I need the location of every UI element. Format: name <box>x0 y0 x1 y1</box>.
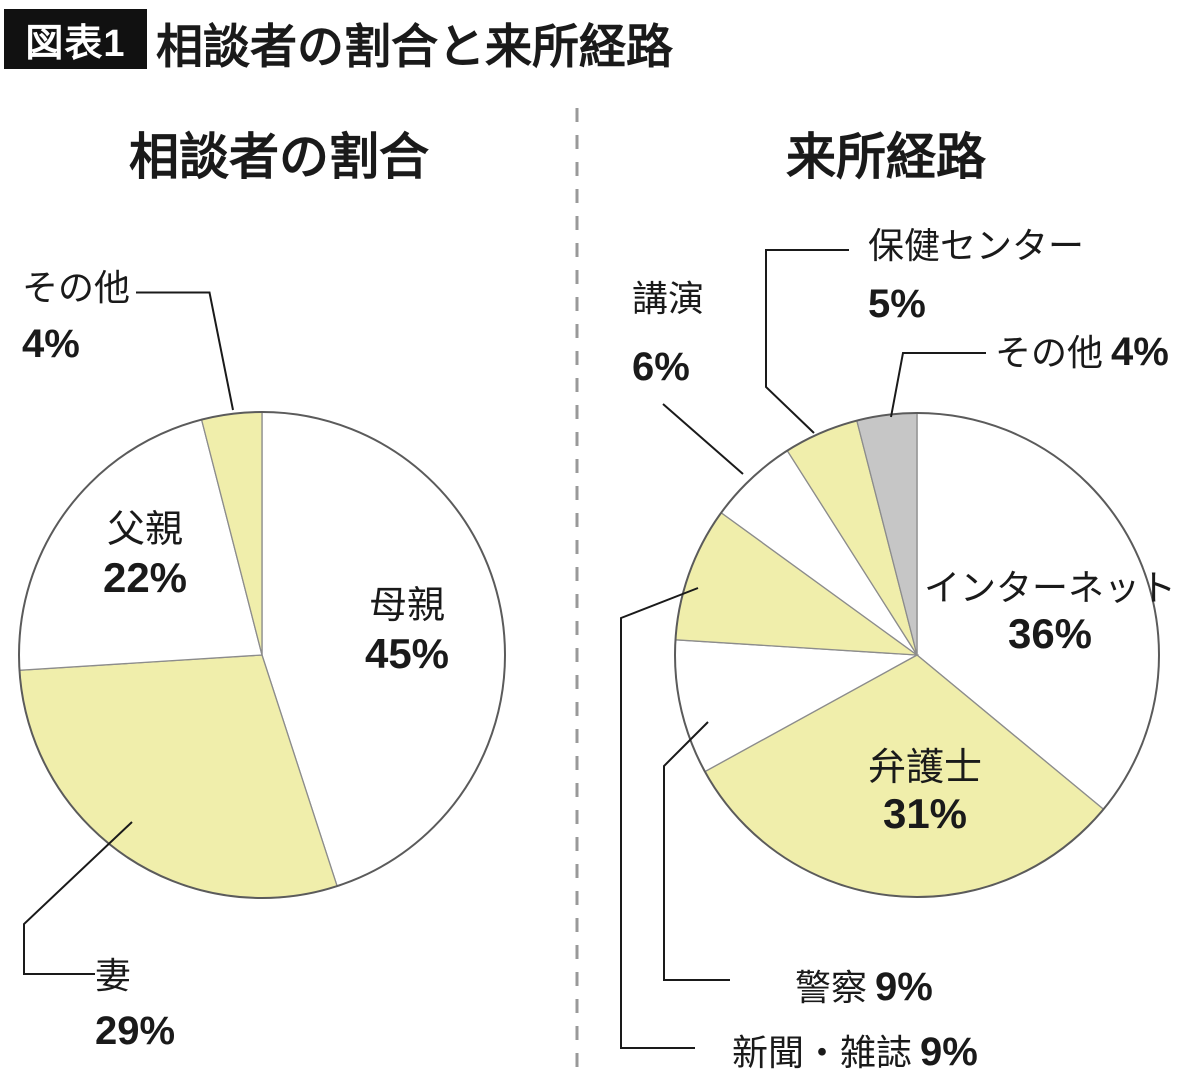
svg-text:新聞・雑誌9%: 新聞・雑誌 9% <box>732 1030 978 1074</box>
svg-text:31%: 31% <box>883 790 967 837</box>
svg-text:インターネット: インターネット <box>924 567 1176 608</box>
svg-text:保健センター: 保健センター <box>868 225 1084 266</box>
svg-text:母親: 母親 <box>369 585 445 627</box>
svg-text:6%: 6% <box>632 345 690 389</box>
svg-text:4%: 4% <box>22 322 80 366</box>
svg-text:36%: 36% <box>1008 610 1092 657</box>
svg-text:講演: 講演 <box>632 278 704 319</box>
svg-text:5%: 5% <box>868 282 926 326</box>
svg-text:警察9%: 警察 9% <box>795 965 933 1009</box>
svg-text:父親: 父親 <box>107 509 183 551</box>
svg-text:その他: その他 <box>22 267 130 308</box>
svg-text:29%: 29% <box>95 1009 175 1053</box>
svg-text:妻: 妻 <box>95 955 131 996</box>
svg-text:45%: 45% <box>365 630 449 677</box>
svg-text:22%: 22% <box>103 554 187 601</box>
svg-text:弁護士: 弁護士 <box>868 747 982 789</box>
